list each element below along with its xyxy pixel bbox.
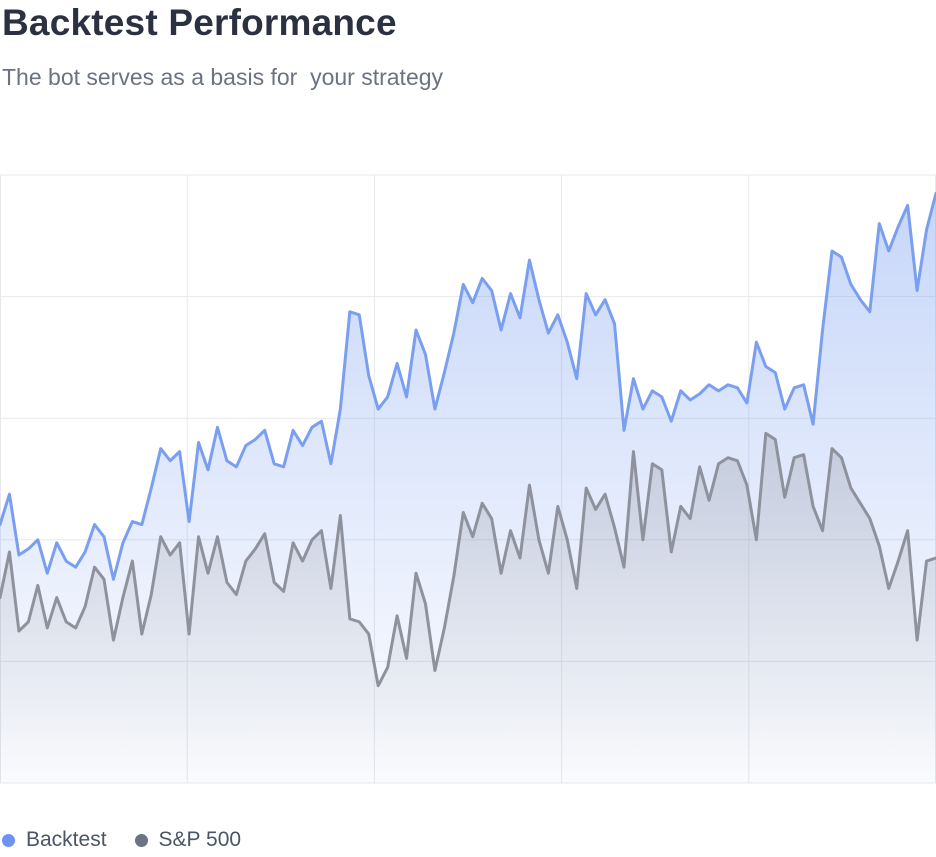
chart-legend: Backtest S&P 500 [2,828,269,852]
chart-subtitle: The bot serves as a basis for your strat… [2,64,444,90]
series-layer [0,191,936,784]
legend-dot-sp500 [134,833,148,847]
series-line-backtest[interactable] [0,191,936,581]
performance-chart [0,174,936,784]
legend-item-sp500[interactable]: S&P 500 [134,828,242,852]
legend-item-backtest[interactable]: Backtest [2,828,107,852]
legend-label-sp500: S&P 500 [158,828,242,851]
chart-title: Backtest Performance [2,2,397,43]
series-line-sp500[interactable] [0,431,936,688]
series-area-sp500 [0,433,936,783]
legend-label-backtest: Backtest [26,828,107,851]
legend-dot-backtest [2,833,15,847]
